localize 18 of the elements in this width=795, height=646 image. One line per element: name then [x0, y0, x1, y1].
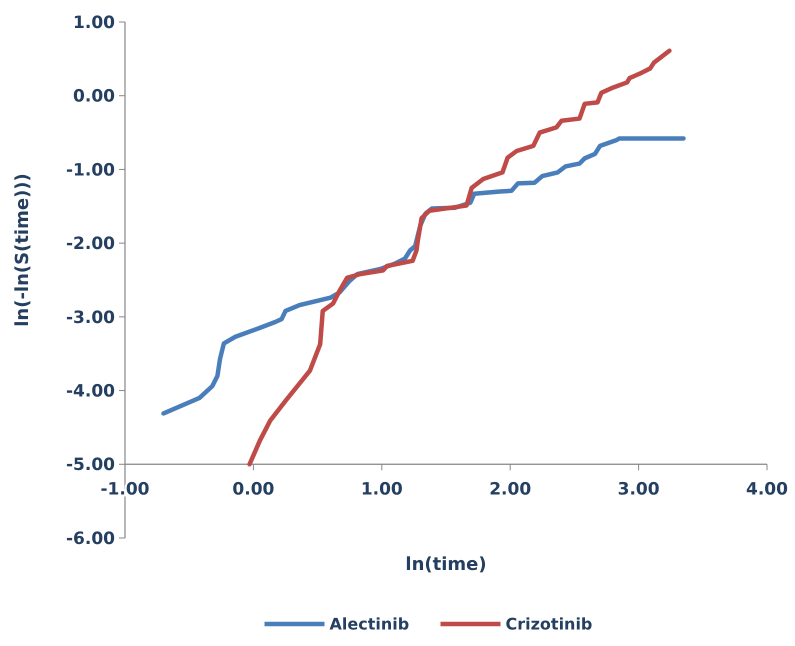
y-tick-label: -3.00: [66, 308, 116, 328]
x-tick-label: 4.00: [746, 479, 788, 500]
x-tick-label: 3.00: [618, 479, 660, 500]
legend-label: Alectinib: [330, 614, 410, 634]
y-tick-label: -4.00: [66, 382, 116, 402]
x-axis-title: ln(time): [405, 554, 487, 575]
y-axis-title: ln(-ln(S(time))): [12, 173, 33, 327]
y-tick-label: -6.00: [66, 528, 116, 549]
x-tick-label: 2.00: [489, 479, 532, 500]
y-tick-label: -5.00: [66, 455, 116, 476]
y-tick-label: 0.00: [73, 86, 116, 107]
line-series: [247, 48, 672, 467]
y-tick-label: 1.00: [73, 12, 116, 33]
y-tick-label: -1.00: [66, 160, 116, 180]
legend-label: Crizotinib: [506, 614, 592, 634]
x-tick-label: 1.00: [360, 479, 403, 500]
x-tick-label: 0.00: [232, 479, 275, 500]
y-tick-label: -2.00: [66, 234, 116, 254]
